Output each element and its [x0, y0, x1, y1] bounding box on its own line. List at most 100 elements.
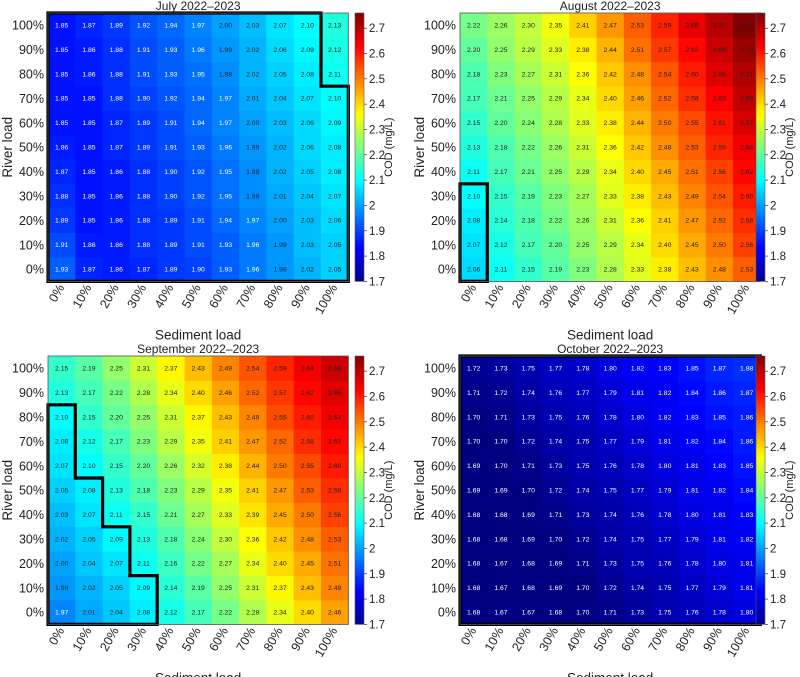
- colorbar-tick-label: 2: [369, 543, 375, 555]
- heatmap-cell: [651, 356, 679, 381]
- heatmap-cell: [541, 257, 570, 282]
- cell-value-label: 2.52: [273, 439, 286, 446]
- x-tick-label: 100%: [312, 282, 340, 317]
- colorbar-tick-label: 2.4: [369, 442, 386, 454]
- heatmap-cell: [678, 429, 707, 454]
- cell-value-label: 2.45: [273, 512, 286, 519]
- cell-value-label: 1.88: [110, 96, 123, 103]
- cell-value-label: 1.90: [137, 96, 150, 103]
- cell-value-label: 2.19: [82, 366, 95, 373]
- cell-value-label: 2.33: [576, 120, 589, 127]
- cell-value-label: 1.75: [576, 439, 589, 446]
- heatmap-cell: [678, 110, 707, 136]
- heatmap-cell: [48, 86, 76, 111]
- heatmap-cell: [129, 110, 158, 136]
- cell-value-label: 1.74: [604, 512, 617, 519]
- heatmap-cell: [514, 208, 543, 233]
- y-tick-label: 100%: [12, 362, 44, 376]
- heatmap-cell: [321, 183, 349, 209]
- heatmap-cell: [569, 208, 597, 233]
- cell-value-label: 2.20: [467, 47, 480, 54]
- x-tick-label: 60%: [206, 625, 231, 654]
- colorbar-tick-label: 2.4: [770, 99, 787, 111]
- heatmap-cell: [211, 600, 240, 625]
- cell-value-label: 2.43: [301, 585, 314, 592]
- heatmap-cell: [541, 502, 570, 528]
- cell-value-label: 1.91: [192, 218, 205, 225]
- heatmap-cell: [75, 478, 103, 503]
- heatmap-cell: [129, 526, 158, 552]
- cell-value-label: 2.60: [685, 71, 698, 78]
- cell-value-label: 1.69: [549, 561, 562, 568]
- heatmap-cell: [184, 13, 213, 38]
- cell-value-label: 2.08: [137, 610, 150, 617]
- heatmap-cell: [102, 356, 131, 381]
- cell-value-label: 2.02: [246, 47, 259, 54]
- cell-value-label: 1.68: [467, 512, 480, 519]
- cell-value-label: 1.97: [192, 23, 205, 30]
- cell-value-label: 2.26: [576, 218, 589, 225]
- heatmap-cell: [239, 86, 267, 111]
- heatmap-cell: [678, 551, 707, 576]
- heatmap-cell: [293, 453, 322, 479]
- panel-title: August 2022–2023: [560, 0, 661, 13]
- heatmap-cell: [129, 257, 158, 282]
- heatmap-cell: [460, 13, 488, 38]
- heatmap-cell: [129, 135, 158, 160]
- cell-value-label: 1.80: [685, 512, 698, 519]
- cell-value-label: 2.33: [631, 267, 644, 274]
- heatmap-cell: [321, 257, 349, 282]
- y-tick-label: 80%: [19, 68, 44, 82]
- cell-value-label: 1.85: [685, 366, 698, 373]
- heatmap-cell: [321, 404, 349, 430]
- heatmap-cell: [293, 600, 322, 625]
- heatmap-cell: [157, 453, 185, 479]
- cell-value-label: 1.83: [740, 512, 753, 519]
- heatmap-cell: [569, 502, 597, 528]
- cell-value-label: 1.71: [549, 512, 562, 519]
- cell-value-label: 1.70: [467, 439, 480, 446]
- cell-value-label: 1.70: [467, 414, 480, 421]
- heatmap-cell: [651, 110, 679, 136]
- heatmap-cell: [102, 110, 131, 136]
- cell-value-label: 1.71: [604, 610, 617, 617]
- heatmap-cell: [678, 61, 707, 87]
- heatmap-cell: [487, 478, 515, 503]
- heatmap-cell: [266, 526, 295, 552]
- heatmap-cell: [293, 575, 322, 601]
- heatmap-cell: [184, 61, 213, 87]
- heatmap-cell: [211, 257, 240, 282]
- cell-value-label: 2.64: [740, 145, 753, 152]
- heatmap-cell: [596, 37, 625, 63]
- colorbar-tick-label: 1.8: [770, 594, 786, 606]
- cell-value-label: 1.92: [137, 23, 150, 30]
- x-tick-label: 10%: [70, 625, 95, 654]
- cell-value-label: 2.58: [740, 218, 753, 225]
- cell-value-label: 1.70: [522, 488, 535, 495]
- cell-value-label: 1.67: [522, 610, 535, 617]
- y-axis-label: River load: [412, 460, 427, 521]
- x-tick-label: 30%: [125, 625, 150, 654]
- cell-value-label: 1.95: [219, 193, 232, 200]
- heatmap-cell: [487, 183, 515, 209]
- cell-value-label: 2.04: [110, 610, 123, 617]
- heatmap-cell: [102, 575, 131, 601]
- cell-value-label: 2.49: [246, 414, 259, 421]
- cell-value-label: 1.87: [137, 267, 150, 274]
- cell-value-label: 2.09: [301, 47, 314, 54]
- heatmap-cell: [569, 37, 597, 63]
- heatmap-cell: [705, 526, 734, 552]
- cell-value-label: 1.86: [110, 218, 123, 225]
- y-tick-label: 20%: [19, 557, 44, 571]
- heatmap-cell: [569, 478, 597, 503]
- heatmap-cell: [75, 526, 103, 552]
- y-tick-label: 40%: [431, 508, 456, 522]
- y-tick-label: 10%: [19, 581, 44, 595]
- cell-value-label: 1.68: [494, 536, 507, 543]
- cell-value-label: 2.55: [301, 463, 314, 470]
- heatmap-cell: [211, 86, 240, 111]
- cell-value-label: 1.69: [494, 488, 507, 495]
- heatmap-cell: [651, 135, 679, 160]
- cell-value-label: 2.66: [328, 390, 341, 397]
- cell-value-label: 2.03: [55, 512, 68, 519]
